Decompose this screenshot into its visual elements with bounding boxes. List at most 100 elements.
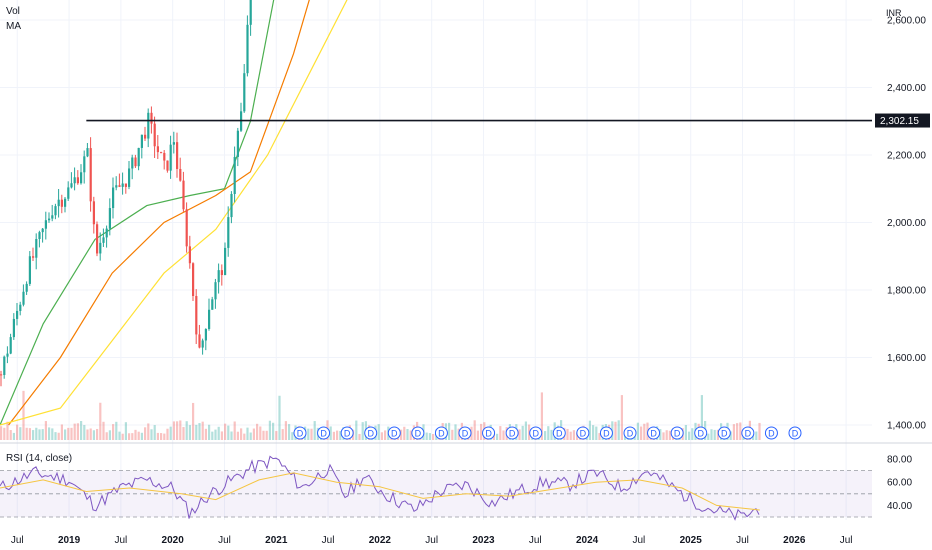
volume-bar: [112, 424, 115, 440]
volume-bar: [96, 428, 99, 440]
candle-body: [12, 318, 15, 338]
volume-bar: [22, 390, 25, 440]
candle-body: [198, 334, 201, 348]
candle-body: [112, 187, 115, 209]
volume-bar: [73, 423, 76, 440]
candle-body: [64, 198, 67, 207]
dividend-marker-label: D: [297, 429, 304, 439]
volume-bar: [473, 420, 476, 440]
volume-bar: [169, 426, 172, 440]
volume-bar: [595, 426, 598, 440]
volume-bar: [428, 433, 431, 440]
volume-bar: [67, 427, 70, 440]
dividend-marker: [293, 426, 307, 440]
volume-bar: [57, 432, 60, 440]
volume-bar: [105, 432, 108, 440]
volume-bar: [528, 424, 531, 440]
candle-body: [163, 152, 166, 161]
volume-bar: [243, 433, 246, 440]
dividend-marker-label: D: [415, 429, 422, 439]
volume-bar: [310, 428, 313, 440]
volume-bar: [195, 424, 198, 440]
candle-body: [147, 112, 150, 139]
volume-bar: [252, 428, 255, 440]
volume-bar: [454, 424, 457, 440]
volume-bar: [64, 429, 67, 440]
dividend-marker: [788, 426, 802, 440]
ma-label[interactable]: MA: [6, 21, 21, 32]
volume-bar: [716, 429, 719, 440]
candle-body: [70, 183, 73, 188]
candle-body: [32, 256, 35, 258]
volume-bar: [284, 421, 287, 440]
volume-bar: [80, 421, 83, 440]
volume-bar: [147, 423, 150, 440]
ma50-line: [0, 0, 275, 426]
price-tick-label: 1,800.00: [887, 286, 926, 297]
volume-bar: [144, 427, 147, 440]
volume-bar: [3, 427, 6, 440]
vol-label[interactable]: Vol: [6, 6, 20, 17]
candle-body: [185, 209, 188, 247]
price-axis[interactable]: 1,400.00 1,600.00 1,800.00 2,000.00 2,200.00…: [875, 0, 930, 512]
volume-bar: [662, 432, 665, 440]
time-axis[interactable]: Jul 2019 Jul 2020 Jul 2021 Jul 2022 Jul 2023 Jul 20…: [11, 535, 853, 546]
volume-bar: [182, 427, 185, 440]
dividend-marker-label: D: [650, 429, 657, 439]
candle-body: [156, 146, 159, 153]
dividend-marker-label: D: [391, 429, 398, 439]
candle-body: [179, 168, 182, 181]
candle-body: [86, 148, 89, 157]
volume-bar: [358, 433, 361, 440]
dividend-marker-label: D: [603, 429, 610, 439]
volume-bar: [172, 421, 175, 440]
dividend-marker-label: D: [462, 429, 469, 439]
candle-body: [25, 283, 28, 292]
volume-bar: [307, 428, 310, 440]
volume-bar: [140, 432, 143, 440]
candle-body: [76, 177, 79, 184]
volume-bar: [83, 425, 86, 440]
volume-bar: [137, 431, 140, 440]
candle-body: [220, 270, 223, 276]
volume-bar: [518, 429, 521, 440]
volume-bar: [249, 432, 252, 440]
volume-bar: [736, 423, 739, 440]
volume-bar: [355, 420, 358, 440]
rsi-tick-label: 80.00: [887, 455, 912, 466]
time-tick-label: 2023: [472, 535, 495, 546]
volume-bar: [12, 432, 15, 440]
volume-bar: [124, 422, 127, 440]
time-tick-label: 2022: [369, 535, 392, 546]
dividend-marker: [741, 426, 755, 440]
volume-bar: [131, 433, 134, 440]
time-tick-label: Jul: [529, 535, 542, 546]
volume-bar: [9, 430, 12, 440]
candle-body: [172, 142, 175, 145]
candle-body: [121, 183, 124, 187]
price-tick-label: 1,600.00: [887, 353, 926, 364]
candle-body: [233, 156, 236, 194]
time-tick-label: Jul: [632, 535, 645, 546]
rsi-label[interactable]: RSI (14, close): [6, 453, 72, 464]
volume-bar: [668, 430, 671, 440]
candle-body: [28, 256, 31, 284]
candle-body: [227, 217, 230, 248]
volume-bar: [377, 424, 380, 440]
price-label-box: [875, 113, 930, 128]
candle-body: [102, 237, 105, 243]
volume-bar: [211, 431, 214, 440]
candle-body: [249, 0, 252, 25]
candle-body: [236, 130, 239, 157]
volume-bar: [502, 430, 505, 440]
time-tick-label: Jul: [322, 535, 335, 546]
dividend-marker: [599, 426, 613, 440]
time-tick-label: 2021: [265, 535, 288, 546]
candle-body: [96, 224, 99, 254]
dividend-marker-label: D: [438, 429, 445, 439]
volume-bar: [38, 429, 41, 440]
candle-body: [176, 142, 179, 169]
volume-bar: [710, 429, 713, 440]
volume-bar: [524, 421, 527, 440]
